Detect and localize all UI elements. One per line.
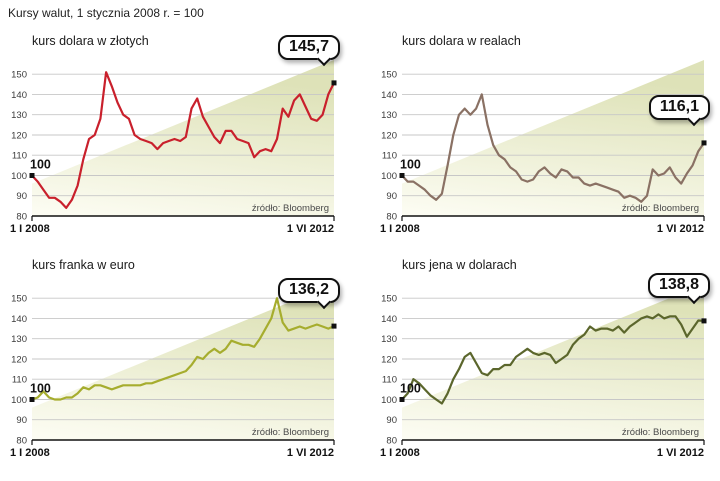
svg-text:90: 90 — [386, 415, 397, 426]
svg-text:120: 120 — [381, 131, 397, 142]
chart-title-jpy-usd: kurs jena w dolarach — [402, 258, 517, 272]
svg-text:źródło: Bloomberg: źródło: Bloomberg — [622, 203, 699, 214]
chart-title-usd-brl: kurs dolara w realach — [402, 34, 521, 48]
svg-text:150: 150 — [11, 294, 27, 305]
svg-text:1 I 2008: 1 I 2008 — [380, 447, 420, 459]
svg-text:110: 110 — [382, 151, 397, 162]
svg-text:1 VI 2012: 1 VI 2012 — [287, 223, 334, 235]
svg-text:110: 110 — [12, 151, 27, 162]
svg-text:80: 80 — [386, 212, 397, 223]
chart-jpy-usd: kurs jena w dolarach 150 140 130 120 110 100 9… — [378, 254, 712, 472]
svg-text:140: 140 — [11, 90, 27, 101]
svg-text:100: 100 — [381, 395, 397, 406]
end-value-callout-usd-pln: 145,7 — [277, 34, 340, 60]
svg-text:150: 150 — [381, 70, 397, 81]
svg-text:140: 140 — [381, 314, 397, 325]
svg-text:130: 130 — [381, 334, 397, 345]
svg-text:80: 80 — [16, 436, 27, 447]
svg-text:1 VI 2012: 1 VI 2012 — [657, 223, 704, 235]
svg-text:130: 130 — [11, 110, 27, 121]
svg-text:1 VI 2012: 1 VI 2012 — [657, 447, 704, 459]
svg-text:120: 120 — [11, 355, 27, 366]
svg-text:120: 120 — [11, 131, 27, 142]
svg-text:100: 100 — [400, 382, 421, 396]
end-value-callout-chf-eur: 136,2 — [277, 278, 340, 304]
svg-text:80: 80 — [16, 212, 27, 223]
svg-text:100: 100 — [30, 382, 51, 396]
svg-text:140: 140 — [381, 90, 397, 101]
svg-text:80: 80 — [386, 436, 397, 447]
svg-text:150: 150 — [11, 70, 27, 81]
svg-text:źródło: Bloomberg: źródło: Bloomberg — [622, 427, 699, 438]
svg-text:90: 90 — [16, 415, 27, 426]
svg-text:130: 130 — [381, 110, 397, 121]
svg-text:100: 100 — [11, 171, 27, 182]
end-value-callout-jpy-usd: 138,8 — [647, 272, 710, 298]
svg-text:120: 120 — [381, 355, 397, 366]
svg-text:źródło: Bloomberg: źródło: Bloomberg — [252, 203, 329, 214]
svg-text:150: 150 — [381, 294, 397, 305]
page-title: Kursy walut, 1 stycznia 2008 r. = 100 — [8, 6, 204, 20]
svg-text:100: 100 — [11, 395, 27, 406]
end-value-callout-usd-brl: 116,1 — [648, 94, 710, 120]
svg-text:źródło: Bloomberg: źródło: Bloomberg — [252, 427, 329, 438]
svg-text:110: 110 — [382, 375, 397, 386]
svg-text:100: 100 — [381, 171, 397, 182]
chart-usd-pln: kurs dolara w złotych 150 140 130 120 110 100… — [8, 30, 342, 248]
svg-text:110: 110 — [12, 375, 27, 386]
svg-text:1 VI 2012: 1 VI 2012 — [287, 447, 334, 459]
svg-text:1 I 2008: 1 I 2008 — [10, 223, 50, 235]
svg-text:100: 100 — [30, 158, 51, 172]
svg-text:90: 90 — [16, 191, 27, 202]
chart-usd-brl: kurs dolara w realach 150 140 130 120 110 100… — [378, 30, 712, 248]
svg-text:1 I 2008: 1 I 2008 — [380, 223, 420, 235]
chart-title-chf-eur: kurs franka w euro — [32, 258, 135, 272]
svg-text:130: 130 — [11, 334, 27, 345]
svg-text:100: 100 — [400, 158, 421, 172]
svg-text:90: 90 — [386, 191, 397, 202]
svg-text:1 I 2008: 1 I 2008 — [10, 447, 50, 459]
chart-chf-eur: kurs franka w euro 150 140 130 120 110 100 90 8… — [8, 254, 342, 472]
chart-title-usd-pln: kurs dolara w złotych — [32, 34, 149, 48]
svg-text:140: 140 — [11, 314, 27, 325]
